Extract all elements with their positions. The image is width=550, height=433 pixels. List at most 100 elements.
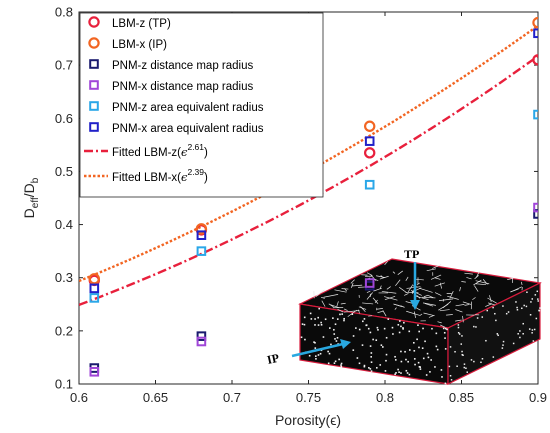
inset-fiber [336,301,339,307]
inset-fiber-dot [300,336,303,339]
legend-label-pnm-z-area: PNM-z area equivalent radius [112,102,264,114]
inset-fiber-dot [380,344,383,346]
inset-fiber-dot [528,328,531,330]
y-axis-label: Deff/Db [21,177,41,218]
inset-fiber [455,304,465,307]
inset-fiber [343,310,360,313]
inset-fiber-dot [536,290,539,293]
inset-fiber-dot [456,365,458,367]
inset-fiber-dot [308,354,311,357]
inset-fiber-dot [512,342,515,345]
inset-fiber [413,311,416,318]
inset-fiber-dot [481,358,484,360]
x-tick-label: 0.9 [529,390,547,405]
inset-fiber-dot [352,335,355,337]
inset-fiber [351,282,354,288]
inset-fiber-dot [430,359,432,361]
inset-fiber-dot [463,366,466,369]
inset-fiber-dot [444,382,447,385]
y-tick-label: 0.3 [55,270,73,285]
inset-fibers [300,261,541,385]
inset-fiber-dot [417,324,419,326]
inset-fiber-dot [516,306,518,309]
inset-fiber [404,293,409,296]
inset-fiber-dot [383,327,386,330]
inset-fiber-dot [531,298,534,300]
inset-fiber [366,292,373,300]
inset-fiber-dot [476,317,479,319]
data-point-series-1 [364,120,376,132]
inset-fiber-dot [502,340,505,343]
legend: LBM-z (TP) LBM-x (IP) PNM-z distance map… [79,12,324,198]
inset-fiber-dot [497,334,499,337]
data-point-series-2 [533,209,538,219]
inset-fiber [340,302,346,305]
inset-fiber-dot [494,312,496,315]
inset-fiber-dot [470,359,473,361]
inset-fiber-dot [356,357,359,359]
inset-fiber-dot [515,301,517,303]
inset-fiber [351,284,363,287]
inset-fiber [439,324,446,328]
inset-fiber-dot [418,330,420,333]
x-tick-label: 0.7 [223,390,241,405]
inset-fiber-dot [322,336,325,338]
inset-fiber [474,275,479,280]
inset-fiber-dot [402,327,404,329]
inset-fiber [485,303,493,307]
inset-fiber-dot [522,322,524,325]
inset-fiber-dot [338,358,340,361]
x-tick-label: 0.6 [70,390,88,405]
inset-fiber-dot [422,327,424,330]
inset-fiber [442,301,452,309]
inset-fiber [462,315,464,323]
inset-fiber-dot [521,307,523,310]
inset-fiber [419,287,433,293]
legend-symbols [84,16,108,178]
inset-fiber-dot [457,324,460,326]
inset-fiber-dot [434,366,436,368]
inset-fiber-dot [449,374,452,377]
inset-fiber [439,282,443,289]
inset-fiber-dot [355,327,357,329]
inset-fiber-dot [384,370,387,372]
inset-fiber-dot [395,372,397,374]
data-point-series-1 [532,16,538,29]
inset-fiber [434,292,442,296]
inset-fiber-dot [377,329,379,331]
inset-fiber-dot [444,348,447,350]
inset-fiber-dot [531,332,533,334]
inset-fiber-dot [495,319,497,322]
inset-fiber [423,294,429,298]
inset-fiber [411,287,422,293]
inset-fiber-dot [370,370,373,372]
inset-fiber-dot [375,339,378,341]
inset-fiber-dot [333,328,335,331]
inset-fiber [323,294,339,298]
inset-fiber-dot [454,350,456,353]
inset-fiber-dot [425,374,428,376]
inset-fiber-dot [370,356,373,358]
inset-fiber-dot [361,344,364,346]
inset-fiber [405,276,409,281]
inset-fiber-dot [450,379,453,381]
inset-fiber [455,319,462,322]
inset-fiber [386,286,391,290]
inset-fiber-dot [362,320,364,323]
fit-lines [79,24,538,307]
inset-fiber [370,274,377,281]
inset-fiber-dot [427,356,430,359]
data-point-series-0 [532,54,538,66]
inset-fiber-dot [314,324,316,326]
inset-fiber-dot [463,363,466,365]
legend-marker-0 [88,16,100,28]
inset-fiber-dot [444,327,447,330]
inset-fiber [459,286,461,292]
inset-fiber [330,304,340,309]
inset-fiber-dot [530,301,532,303]
inset-fiber-dot [375,366,378,369]
inset-fiber-dot [332,317,334,319]
x-tick-label: 0.75 [296,390,321,405]
inset-fiber [384,295,396,301]
inset-fiber-dot [466,371,469,373]
